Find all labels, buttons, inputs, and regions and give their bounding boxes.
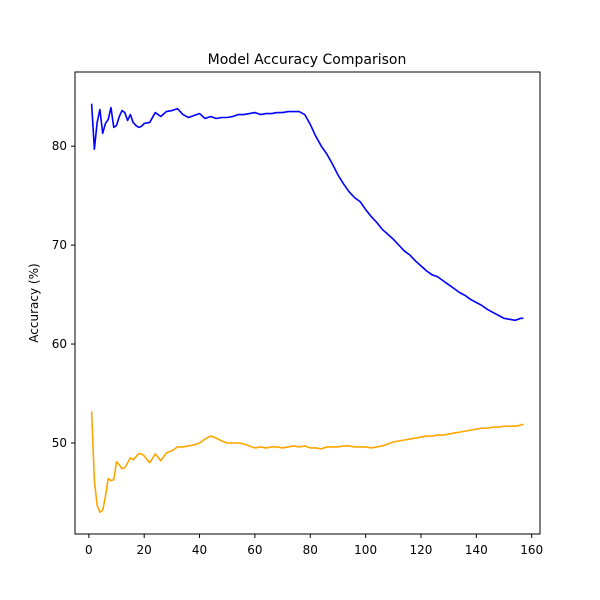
x-tick-label: 140 [465, 543, 488, 557]
chart-title: Model Accuracy Comparison [208, 52, 407, 68]
series-1-line [90, 103, 524, 322]
x-tick-label: 100 [354, 543, 377, 557]
y-tick-label: 70 [52, 238, 67, 252]
x-tick-label: 160 [520, 543, 543, 557]
x-tick-label: 120 [410, 543, 433, 557]
x-tick-label: 40 [192, 543, 207, 557]
y-axis-label: Accuracy (%) [27, 263, 41, 342]
x-tick-label: 80 [303, 543, 318, 557]
x-tick-label: 20 [137, 543, 152, 557]
x-tick-label: 60 [247, 543, 262, 557]
series-layer [90, 103, 524, 514]
y-tick-label: 80 [52, 139, 67, 153]
x-tick-label: 0 [85, 543, 93, 557]
y-tick-label: 50 [52, 436, 67, 450]
plot-frame [74, 71, 541, 535]
y-tick-label: 60 [52, 337, 67, 351]
series-2-line [90, 411, 524, 514]
ticks-layer: 0 20 40 60 80 100 120 140 160 50 60 70 80 [52, 139, 543, 557]
